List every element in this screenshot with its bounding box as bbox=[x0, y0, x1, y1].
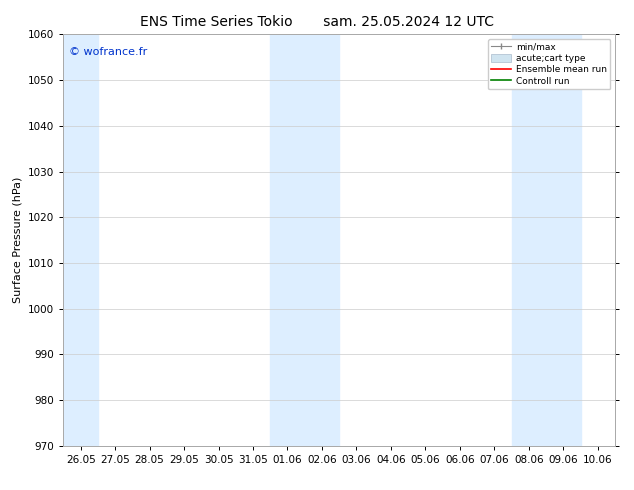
Bar bbox=[63, 34, 98, 446]
Legend: min/max, acute;cart type, Ensemble mean run, Controll run: min/max, acute;cart type, Ensemble mean … bbox=[488, 39, 611, 89]
Text: © wofrance.fr: © wofrance.fr bbox=[69, 47, 147, 57]
Text: ENS Time Series Tokio       sam. 25.05.2024 12 UTC: ENS Time Series Tokio sam. 25.05.2024 12… bbox=[140, 15, 494, 29]
Bar bbox=[512, 34, 581, 446]
Y-axis label: Surface Pressure (hPa): Surface Pressure (hPa) bbox=[13, 177, 23, 303]
Bar bbox=[270, 34, 339, 446]
